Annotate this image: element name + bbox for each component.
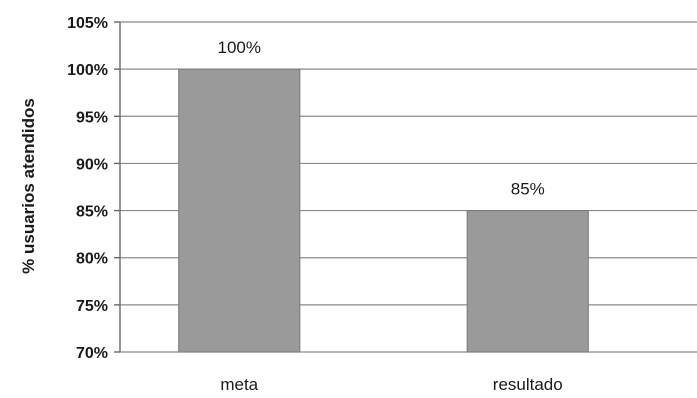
data-label-resultado: 85% [511,180,545,199]
y-tick-label: 100% [67,62,108,79]
y-axis-ticks: 70% 75% 80% 85% 90% 95% 100% 105% [67,15,120,362]
data-label-meta: 100% [218,38,261,57]
x-axis-categories: meta resultado [220,375,562,394]
bar-meta [178,68,301,353]
bars [178,68,589,353]
bar-resultado [466,210,589,353]
y-tick-label: 85% [76,204,108,221]
data-labels: 100% 85% [218,38,545,198]
y-tick-label: 90% [76,156,108,173]
y-tick-label: 95% [76,109,108,126]
y-axis-title: % usuarios atendidos [19,98,38,274]
y-tick-label: 75% [76,298,108,315]
y-tick-label: 105% [67,15,108,32]
x-category-label: resultado [493,375,563,394]
x-category-label: meta [220,375,258,394]
y-tick-label: 80% [76,251,108,268]
y-tick-label: 70% [76,345,108,362]
